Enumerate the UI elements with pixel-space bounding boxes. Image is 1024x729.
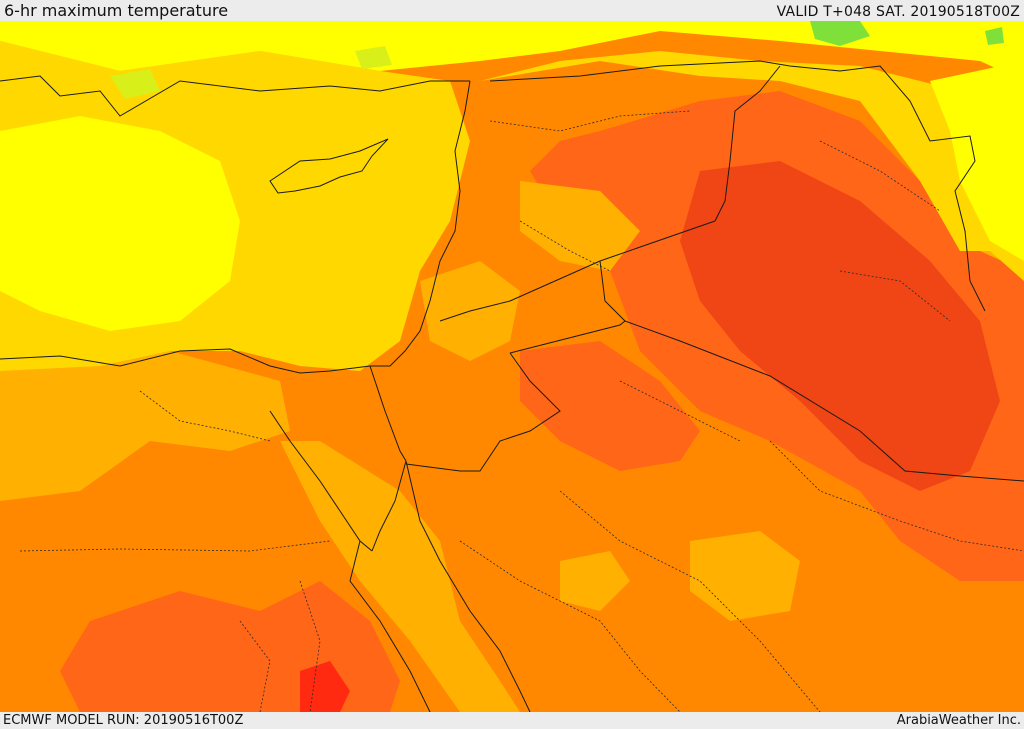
country-borders <box>0 60 1024 712</box>
field-green-patch-2 <box>985 27 1004 45</box>
field-amber-southwest <box>0 351 290 501</box>
province-borders <box>19 110 1024 712</box>
credit-label: ArabiaWeather Inc. <box>896 713 1021 728</box>
map-canvas <box>0 21 1024 712</box>
model-run-label: ECMWF MODEL RUN: 20190516T00Z <box>3 713 244 728</box>
cyprus-outline <box>269 138 389 194</box>
field-green-patch-3 <box>110 69 160 99</box>
field-amber-north-saudi <box>520 181 640 271</box>
field-amber-saudi-2 <box>560 551 630 611</box>
field-amber-coast <box>280 441 520 712</box>
field-red-south-spot <box>300 661 350 712</box>
temperature-map <box>0 21 1024 712</box>
field-yellow-sea-core <box>0 116 240 331</box>
field-green-patch-1 <box>810 21 870 46</box>
field-red-orange-core <box>680 161 1000 491</box>
field-yellow-north <box>0 21 1024 81</box>
footer-bar: ECMWF MODEL RUN: 20190516T00Z ArabiaWeat… <box>0 712 1024 729</box>
header-bar: 6-hr maximum temperature VALID T+048 SAT… <box>0 0 1024 21</box>
field-gold-north-band <box>480 51 1024 281</box>
map-title: 6-hr maximum temperature <box>4 1 229 20</box>
field-yellow-east <box>930 61 1024 261</box>
field-green-patch-4 <box>355 46 392 69</box>
valid-time-label: VALID T+048 SAT. 20190518T00Z <box>776 4 1020 20</box>
field-dark-orange-center <box>520 341 700 471</box>
